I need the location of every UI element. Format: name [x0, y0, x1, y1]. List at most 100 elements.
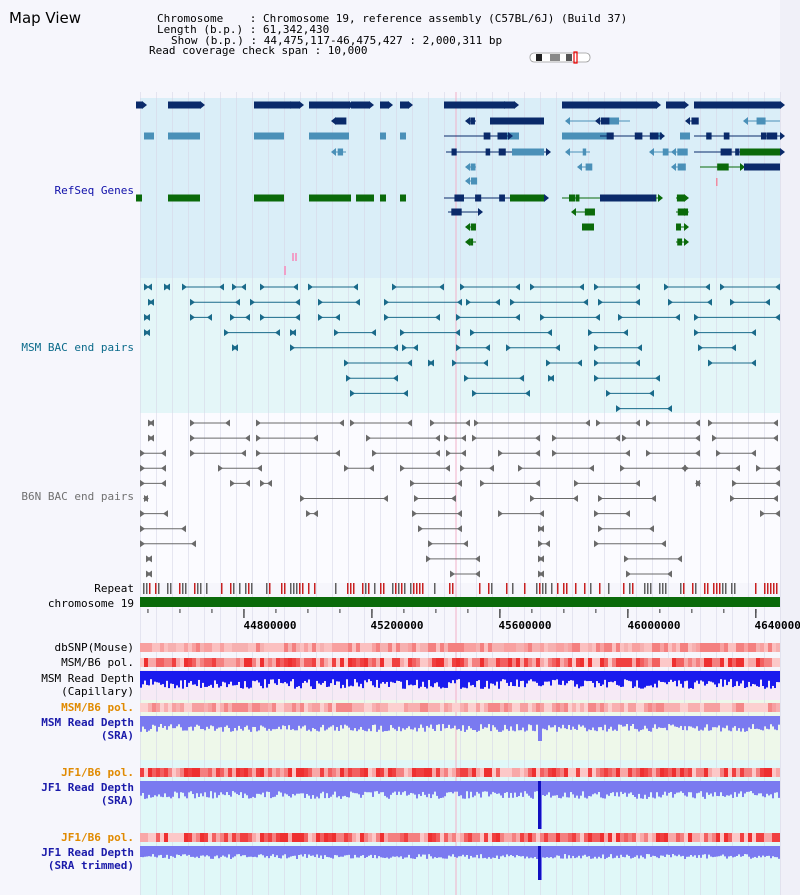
read-depth-bar [324, 846, 326, 856]
read-depth-bar [736, 781, 738, 797]
read-depth-bar [440, 671, 442, 689]
read-depth-bar [720, 716, 722, 732]
polymorphism-cell [340, 703, 344, 712]
gene-exon [499, 194, 505, 202]
read-depth-bar [504, 781, 506, 793]
read-depth-bar [422, 671, 424, 682]
read-depth-bar [488, 781, 490, 797]
read-depth-bar [278, 781, 280, 792]
polymorphism-cell [560, 643, 564, 652]
polymorphism-cell [448, 703, 452, 712]
polymorphism-cell [728, 768, 732, 777]
read-depth-bar [218, 846, 220, 859]
polymorphism-cell [448, 768, 452, 777]
read-depth-bar [560, 781, 562, 799]
polymorphism-cell [276, 658, 280, 667]
polymorphism-cell [208, 703, 212, 712]
polymorphism-cell [476, 833, 480, 842]
polymorphism-cell [444, 833, 448, 842]
read-depth-bar [380, 716, 382, 726]
read-depth-bar [238, 781, 240, 796]
read-depth-bar [170, 671, 172, 684]
read-depth-bar [276, 846, 278, 856]
read-depth-bar [452, 781, 454, 794]
read-depth-bar [186, 846, 188, 856]
read-depth-bar [332, 716, 334, 726]
read-depth-bar [262, 716, 264, 727]
read-depth-bar [586, 671, 588, 682]
polymorphism-cell [440, 768, 444, 777]
read-depth-bar [492, 781, 494, 792]
polymorphism-cell [460, 703, 464, 712]
polymorphism-cell [440, 643, 444, 652]
polymorphism-cell [568, 643, 572, 652]
read-depth-bar [294, 846, 296, 856]
polymorphism-cell [484, 768, 488, 777]
repeat-element [401, 583, 403, 594]
read-depth-bar [448, 781, 450, 793]
read-depth-bar [238, 846, 240, 855]
read-depth-bar [642, 846, 644, 858]
polymorphism-cell [620, 833, 624, 842]
refseq-genes-label[interactable]: RefSeq Genes [54, 184, 134, 197]
read-depth-bar [472, 781, 474, 798]
polymorphism-cell [620, 658, 624, 667]
polymorphism-cell [524, 768, 528, 777]
read-depth-bar [208, 781, 210, 798]
polymorphism-cell [516, 643, 520, 652]
read-depth-bar [352, 781, 354, 793]
read-depth-bar [530, 671, 532, 680]
polymorphism-cell [400, 658, 404, 667]
read-depth-bar [278, 716, 280, 727]
read-depth-bar [582, 846, 584, 856]
polymorphism-cell [724, 768, 728, 777]
polymorphism-cell [684, 703, 688, 712]
read-depth-bar [404, 716, 406, 730]
bac-end-marker [594, 359, 599, 367]
polymorphism-cell [444, 768, 448, 777]
read-depth-bar [470, 781, 472, 792]
read-depth-bar [360, 671, 362, 684]
read-depth-bar [626, 846, 628, 855]
gene-exon [575, 194, 580, 202]
polymorphism-cell [632, 643, 636, 652]
polymorphism-cell [448, 643, 452, 652]
read-depth-bar [246, 716, 248, 726]
read-depth-bar [350, 846, 352, 859]
b6n-bac-label[interactable]: B6N BAC end pairs [21, 490, 134, 503]
read-depth-bar [616, 846, 618, 856]
polymorphism-cell [580, 703, 584, 712]
polymorphism-cell [320, 768, 324, 777]
read-depth-bar [344, 846, 346, 856]
read-depth-bar [536, 716, 538, 725]
msm-bac-label[interactable]: MSM BAC end pairs [21, 341, 134, 354]
gene-exon [585, 163, 593, 171]
polymorphism-cell [324, 768, 328, 777]
polymorphism-cell [432, 643, 436, 652]
read-depth-bar [732, 781, 734, 798]
read-depth-bar [752, 716, 754, 725]
read-depth-bar [736, 671, 738, 682]
polymorphism-cell [520, 768, 524, 777]
read-depth-bar [336, 846, 338, 856]
read-depth-bar [352, 671, 354, 687]
polymorphism-cell [716, 703, 720, 712]
polymorphism-cell [340, 768, 344, 777]
polymorphism-cell [200, 768, 204, 777]
polymorphism-cell [572, 703, 576, 712]
read-depth-bar [554, 671, 556, 681]
msm-depth-sra-label: MSM Read Depth [41, 716, 134, 729]
dbsnp-label: dbSNP(Mouse) [54, 641, 134, 654]
read-depth-bar [474, 781, 476, 796]
polymorphism-cell [604, 768, 608, 777]
read-depth-bar [756, 781, 758, 796]
repeat-element [230, 583, 232, 594]
polymorphism-cell [768, 833, 772, 842]
polymorphism-cell [632, 833, 636, 842]
read-depth-bar [462, 671, 464, 688]
bac-end-marker [300, 495, 305, 502]
polymorphism-cell [616, 833, 620, 842]
polymorphism-cell [264, 833, 268, 842]
read-depth-bar [768, 716, 770, 730]
